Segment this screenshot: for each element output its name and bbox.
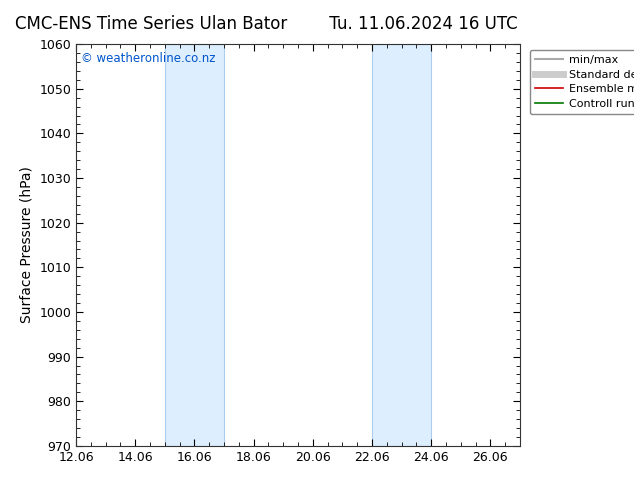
Y-axis label: Surface Pressure (hPa): Surface Pressure (hPa) [20, 167, 34, 323]
Text: CMC-ENS Time Series Ulan Bator        Tu. 11.06.2024 16 UTC: CMC-ENS Time Series Ulan Bator Tu. 11.06… [15, 15, 517, 33]
Text: © weatheronline.co.nz: © weatheronline.co.nz [81, 52, 215, 65]
Legend: min/max, Standard deviation, Ensemble mean run, Controll run: min/max, Standard deviation, Ensemble me… [530, 49, 634, 114]
Bar [372, 44, 431, 446]
Bar [165, 44, 224, 446]
